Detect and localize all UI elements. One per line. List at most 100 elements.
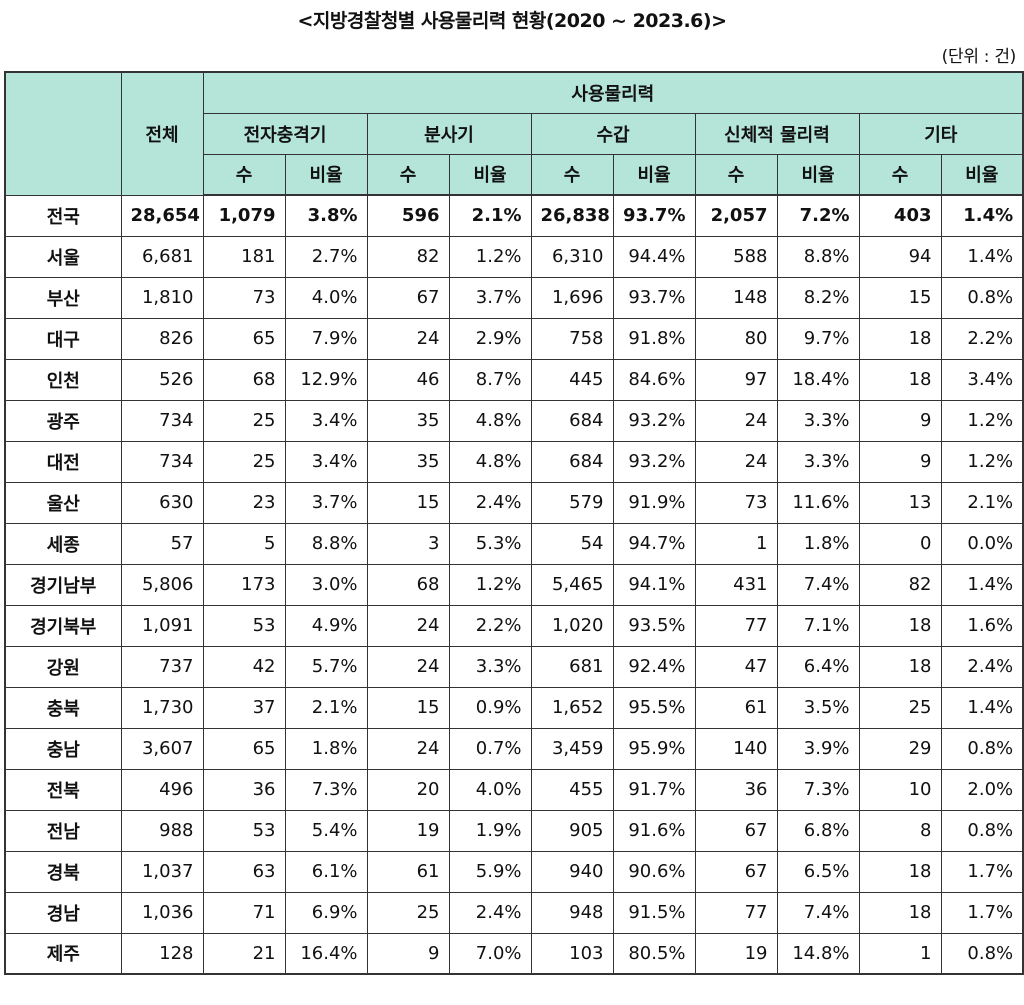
table-row: 충북 1,730 37 2.1% 15 0.9% 1,652 95.5% 61 3.5% 25 1.4… — [4, 686, 1024, 729]
count-cell: 36 — [202, 768, 286, 811]
ratio-cell: 14.8% — [776, 932, 860, 975]
count-cell: 684 — [530, 399, 614, 442]
ratio-cell: 0.8% — [940, 809, 1024, 852]
count-cell: 94 — [858, 235, 942, 278]
count-cell: 9 — [366, 932, 450, 975]
count-cell: 24 — [366, 604, 450, 647]
ratio-cell: 5.9% — [448, 850, 532, 893]
count-cell: 36 — [694, 768, 778, 811]
table-row: 경북 1,037 63 6.1% 61 5.9% 940 90.6% 67 6.5% 18 1.7% — [4, 850, 1024, 893]
count-cell: 67 — [694, 850, 778, 893]
force-usage-table: 전체 사용물리력 전자충격기 분사기 수갑 신체적 물리력 기타 수 비율 수 … — [4, 71, 1024, 975]
region-name: 부산 — [4, 276, 122, 319]
count-cell: 46 — [366, 358, 450, 401]
total-cell: 1,730 — [120, 686, 204, 729]
count-cell: 82 — [858, 563, 942, 606]
ratio-cell: 2.9% — [448, 317, 532, 360]
region-name: 충북 — [4, 686, 122, 729]
count-cell: 35 — [366, 440, 450, 483]
header-category-physical: 신체적 물리력 — [694, 112, 860, 155]
count-cell: 3 — [366, 522, 450, 565]
ratio-cell: 93.7% — [612, 194, 696, 237]
ratio-cell: 3.8% — [284, 194, 368, 237]
count-cell: 684 — [530, 440, 614, 483]
header-ratio: 비율 — [612, 153, 696, 196]
region-name: 전남 — [4, 809, 122, 852]
ratio-cell: 7.2% — [776, 194, 860, 237]
count-cell: 25 — [366, 891, 450, 934]
region-name: 인천 — [4, 358, 122, 401]
header-total: 전체 — [120, 71, 204, 196]
ratio-cell: 2.4% — [448, 891, 532, 934]
count-cell: 10 — [858, 768, 942, 811]
count-cell: 588 — [694, 235, 778, 278]
count-cell: 65 — [202, 317, 286, 360]
header-ratio: 비율 — [284, 153, 368, 196]
count-cell: 445 — [530, 358, 614, 401]
region-name: 경기남부 — [4, 563, 122, 606]
table-row: 경남 1,036 71 6.9% 25 2.4% 948 91.5% 77 7.4% 18 1.7% — [4, 891, 1024, 934]
total-cell: 737 — [120, 645, 204, 688]
ratio-cell: 93.2% — [612, 440, 696, 483]
total-cell: 734 — [120, 399, 204, 442]
ratio-cell: 2.1% — [940, 481, 1024, 524]
ratio-cell: 7.9% — [284, 317, 368, 360]
count-cell: 24 — [694, 399, 778, 442]
region-name: 충남 — [4, 727, 122, 770]
region-name: 세종 — [4, 522, 122, 565]
ratio-cell: 1.8% — [284, 727, 368, 770]
table-row: 대전 734 25 3.4% 35 4.8% 684 93.2% 24 3.3% 9 1.2% — [4, 440, 1024, 483]
region-name: 광주 — [4, 399, 122, 442]
ratio-cell: 1.4% — [940, 563, 1024, 606]
ratio-cell: 0.7% — [448, 727, 532, 770]
table-row: 부산 1,810 73 4.0% 67 3.7% 1,696 93.7% 148 8.2% 15 0.… — [4, 276, 1024, 319]
ratio-cell: 5.7% — [284, 645, 368, 688]
table-row: 경기남부 5,806 173 3.0% 68 1.2% 5,465 94.1% 431 7.4% 8… — [4, 563, 1024, 606]
count-cell: 25 — [202, 440, 286, 483]
count-cell: 68 — [366, 563, 450, 606]
header-count: 수 — [530, 153, 614, 196]
ratio-cell: 91.8% — [612, 317, 696, 360]
count-cell: 19 — [694, 932, 778, 975]
ratio-cell: 0.8% — [940, 727, 1024, 770]
count-cell: 8 — [858, 809, 942, 852]
count-cell: 18 — [858, 850, 942, 893]
count-cell: 47 — [694, 645, 778, 688]
count-cell: 42 — [202, 645, 286, 688]
total-cell: 1,810 — [120, 276, 204, 319]
ratio-cell: 8.8% — [284, 522, 368, 565]
ratio-cell: 93.5% — [612, 604, 696, 647]
count-cell: 681 — [530, 645, 614, 688]
total-cell: 5,806 — [120, 563, 204, 606]
table-row: 전국 28,654 1,079 3.8% 596 2.1% 26,838 93.7% 2,057… — [4, 194, 1024, 237]
table-body: 전국 28,654 1,079 3.8% 596 2.1% 26,838 93.7% 2,057… — [4, 194, 1024, 975]
count-cell: 148 — [694, 276, 778, 319]
count-cell: 455 — [530, 768, 614, 811]
ratio-cell: 1.2% — [940, 440, 1024, 483]
ratio-cell: 0.8% — [940, 932, 1024, 975]
ratio-cell: 6.9% — [284, 891, 368, 934]
ratio-cell: 2.4% — [448, 481, 532, 524]
total-cell: 6,681 — [120, 235, 204, 278]
total-cell: 630 — [120, 481, 204, 524]
count-cell: 68 — [202, 358, 286, 401]
count-cell: 23 — [202, 481, 286, 524]
table-row: 대구 826 65 7.9% 24 2.9% 758 91.8% 80 9.7% 18 2.2% — [4, 317, 1024, 360]
table-row: 전남 988 53 5.4% 19 1.9% 905 91.6% 67 6.8% 8 0.8% — [4, 809, 1024, 852]
ratio-cell: 4.0% — [448, 768, 532, 811]
count-cell: 103 — [530, 932, 614, 975]
ratio-cell: 1.6% — [940, 604, 1024, 647]
ratio-cell: 91.7% — [612, 768, 696, 811]
count-cell: 71 — [202, 891, 286, 934]
ratio-cell: 3.7% — [284, 481, 368, 524]
ratio-cell: 6.4% — [776, 645, 860, 688]
ratio-cell: 2.7% — [284, 235, 368, 278]
ratio-cell: 1.2% — [448, 235, 532, 278]
ratio-cell: 1.8% — [776, 522, 860, 565]
ratio-cell: 3.9% — [776, 727, 860, 770]
ratio-cell: 6.1% — [284, 850, 368, 893]
ratio-cell: 94.7% — [612, 522, 696, 565]
region-name: 서울 — [4, 235, 122, 278]
ratio-cell: 3.3% — [776, 399, 860, 442]
count-cell: 431 — [694, 563, 778, 606]
